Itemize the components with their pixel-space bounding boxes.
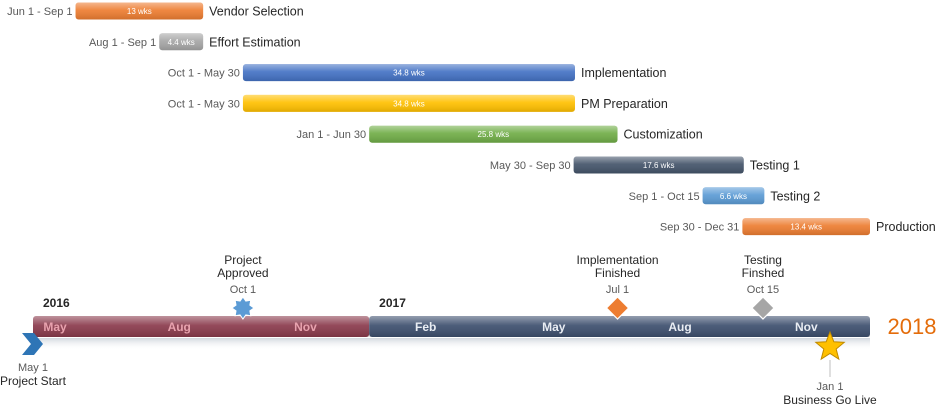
task-row: 34.8 wks Oct 1 - May 30 PM Preparation xyxy=(168,94,668,112)
task-name: Testing 1 xyxy=(750,159,800,173)
milestone-date: Oct 1 xyxy=(230,284,256,296)
task-row: 13.4 wks Sep 30 - Dec 31 Production xyxy=(660,218,936,236)
task-duration: 34.8 wks xyxy=(393,69,425,78)
task-row: 34.8 wks Oct 1 - May 30 Implementation xyxy=(168,64,667,82)
task-row: 4.4 wks Aug 1 - Sep 1 Effort Estimation xyxy=(89,33,301,51)
timeline-year: 2017 xyxy=(379,296,406,310)
task-bars: 13 wks Jun 1 - Sep 1 Vendor Selection 4.4 w… xyxy=(7,2,936,236)
timeline-segment-gloss xyxy=(33,316,370,337)
timeline-month: Aug xyxy=(668,320,691,334)
timeline-segment: 2017 Feb May Aug Nov xyxy=(369,296,870,337)
timeline-month: Feb xyxy=(415,320,436,334)
task-row: 25.8 wks Jan 1 - Jun 30 Customization xyxy=(296,125,703,143)
timeline-year: 2016 xyxy=(43,296,70,310)
task-name: PM Preparation xyxy=(581,97,668,111)
timeline-reflection xyxy=(33,338,870,350)
timeline-month: Nov xyxy=(795,320,818,334)
timeline-segment: 2016 May Aug Nov xyxy=(33,296,370,337)
milestone-title: Testing Finshed xyxy=(742,253,785,280)
timeline-month: Nov xyxy=(294,320,317,334)
task-dates: Oct 1 - May 30 xyxy=(168,98,240,110)
timeline-month: May xyxy=(43,320,67,334)
milestone[interactable]: Project Approved Oct 1 xyxy=(217,253,269,320)
milestone-date: May 1 xyxy=(18,362,48,374)
task-row: 6.6 wks Sep 1 - Oct 15 Testing 2 xyxy=(629,187,820,205)
task-duration: 13 wks xyxy=(127,7,152,16)
task-duration: 6.6 wks xyxy=(720,192,747,201)
next-year-label: 2018 xyxy=(888,314,937,339)
milestone-title: Implementation Finished xyxy=(577,253,659,280)
milestone-burst-icon xyxy=(231,296,255,320)
task-name: Customization xyxy=(624,128,703,142)
milestone[interactable]: Testing Finshed Oct 15 xyxy=(742,253,785,320)
milestone-date: Jul 1 xyxy=(606,284,629,296)
milestone[interactable]: Implementation Finished Jul 1 xyxy=(577,253,659,320)
task-dates: Jan 1 - Jun 30 xyxy=(296,129,366,141)
task-dates: Sep 1 - Oct 15 xyxy=(629,191,700,203)
timeline-segment-gloss xyxy=(369,316,870,337)
task-name: Testing 2 xyxy=(770,189,820,203)
milestone-title: Project Start xyxy=(0,374,67,388)
task-dates: Sep 30 - Dec 31 xyxy=(660,222,740,234)
task-name: Implementation xyxy=(581,66,667,80)
task-dates: May 30 - Sep 30 xyxy=(490,160,571,172)
milestone-date: Jan 1 xyxy=(817,381,844,393)
task-name: Vendor Selection xyxy=(209,5,304,19)
task-duration: 34.8 wks xyxy=(393,99,425,108)
milestone-diamond-icon xyxy=(751,296,775,320)
milestone-date: Oct 15 xyxy=(747,284,779,296)
task-dates: Aug 1 - Sep 1 xyxy=(89,37,156,49)
timeline-band: 2016 May Aug Nov 2017 Feb May Aug Nov xyxy=(33,296,870,350)
task-name: Effort Estimation xyxy=(209,35,301,49)
timeline-month: May xyxy=(542,320,566,334)
milestone-chevron-icon xyxy=(22,333,43,355)
milestone-title: Business Go Live xyxy=(783,393,877,405)
task-duration: 25.8 wks xyxy=(478,130,510,139)
milestone-diamond-icon xyxy=(605,296,630,320)
task-dates: Jun 1 - Sep 1 xyxy=(7,6,72,18)
milestone-title: Project Approved xyxy=(217,253,268,280)
task-duration: 13.4 wks xyxy=(790,223,822,232)
task-row: 13 wks Jun 1 - Sep 1 Vendor Selection xyxy=(7,2,304,20)
task-duration: 4.4 wks xyxy=(168,38,195,47)
task-dates: Oct 1 - May 30 xyxy=(168,68,240,80)
milestone-star-icon xyxy=(814,330,846,361)
task-name: Production xyxy=(876,220,936,234)
task-row: 17.6 wks May 30 - Sep 30 Testing 1 xyxy=(490,156,800,174)
task-duration: 17.6 wks xyxy=(643,161,675,170)
timeline-month: Aug xyxy=(168,320,191,334)
